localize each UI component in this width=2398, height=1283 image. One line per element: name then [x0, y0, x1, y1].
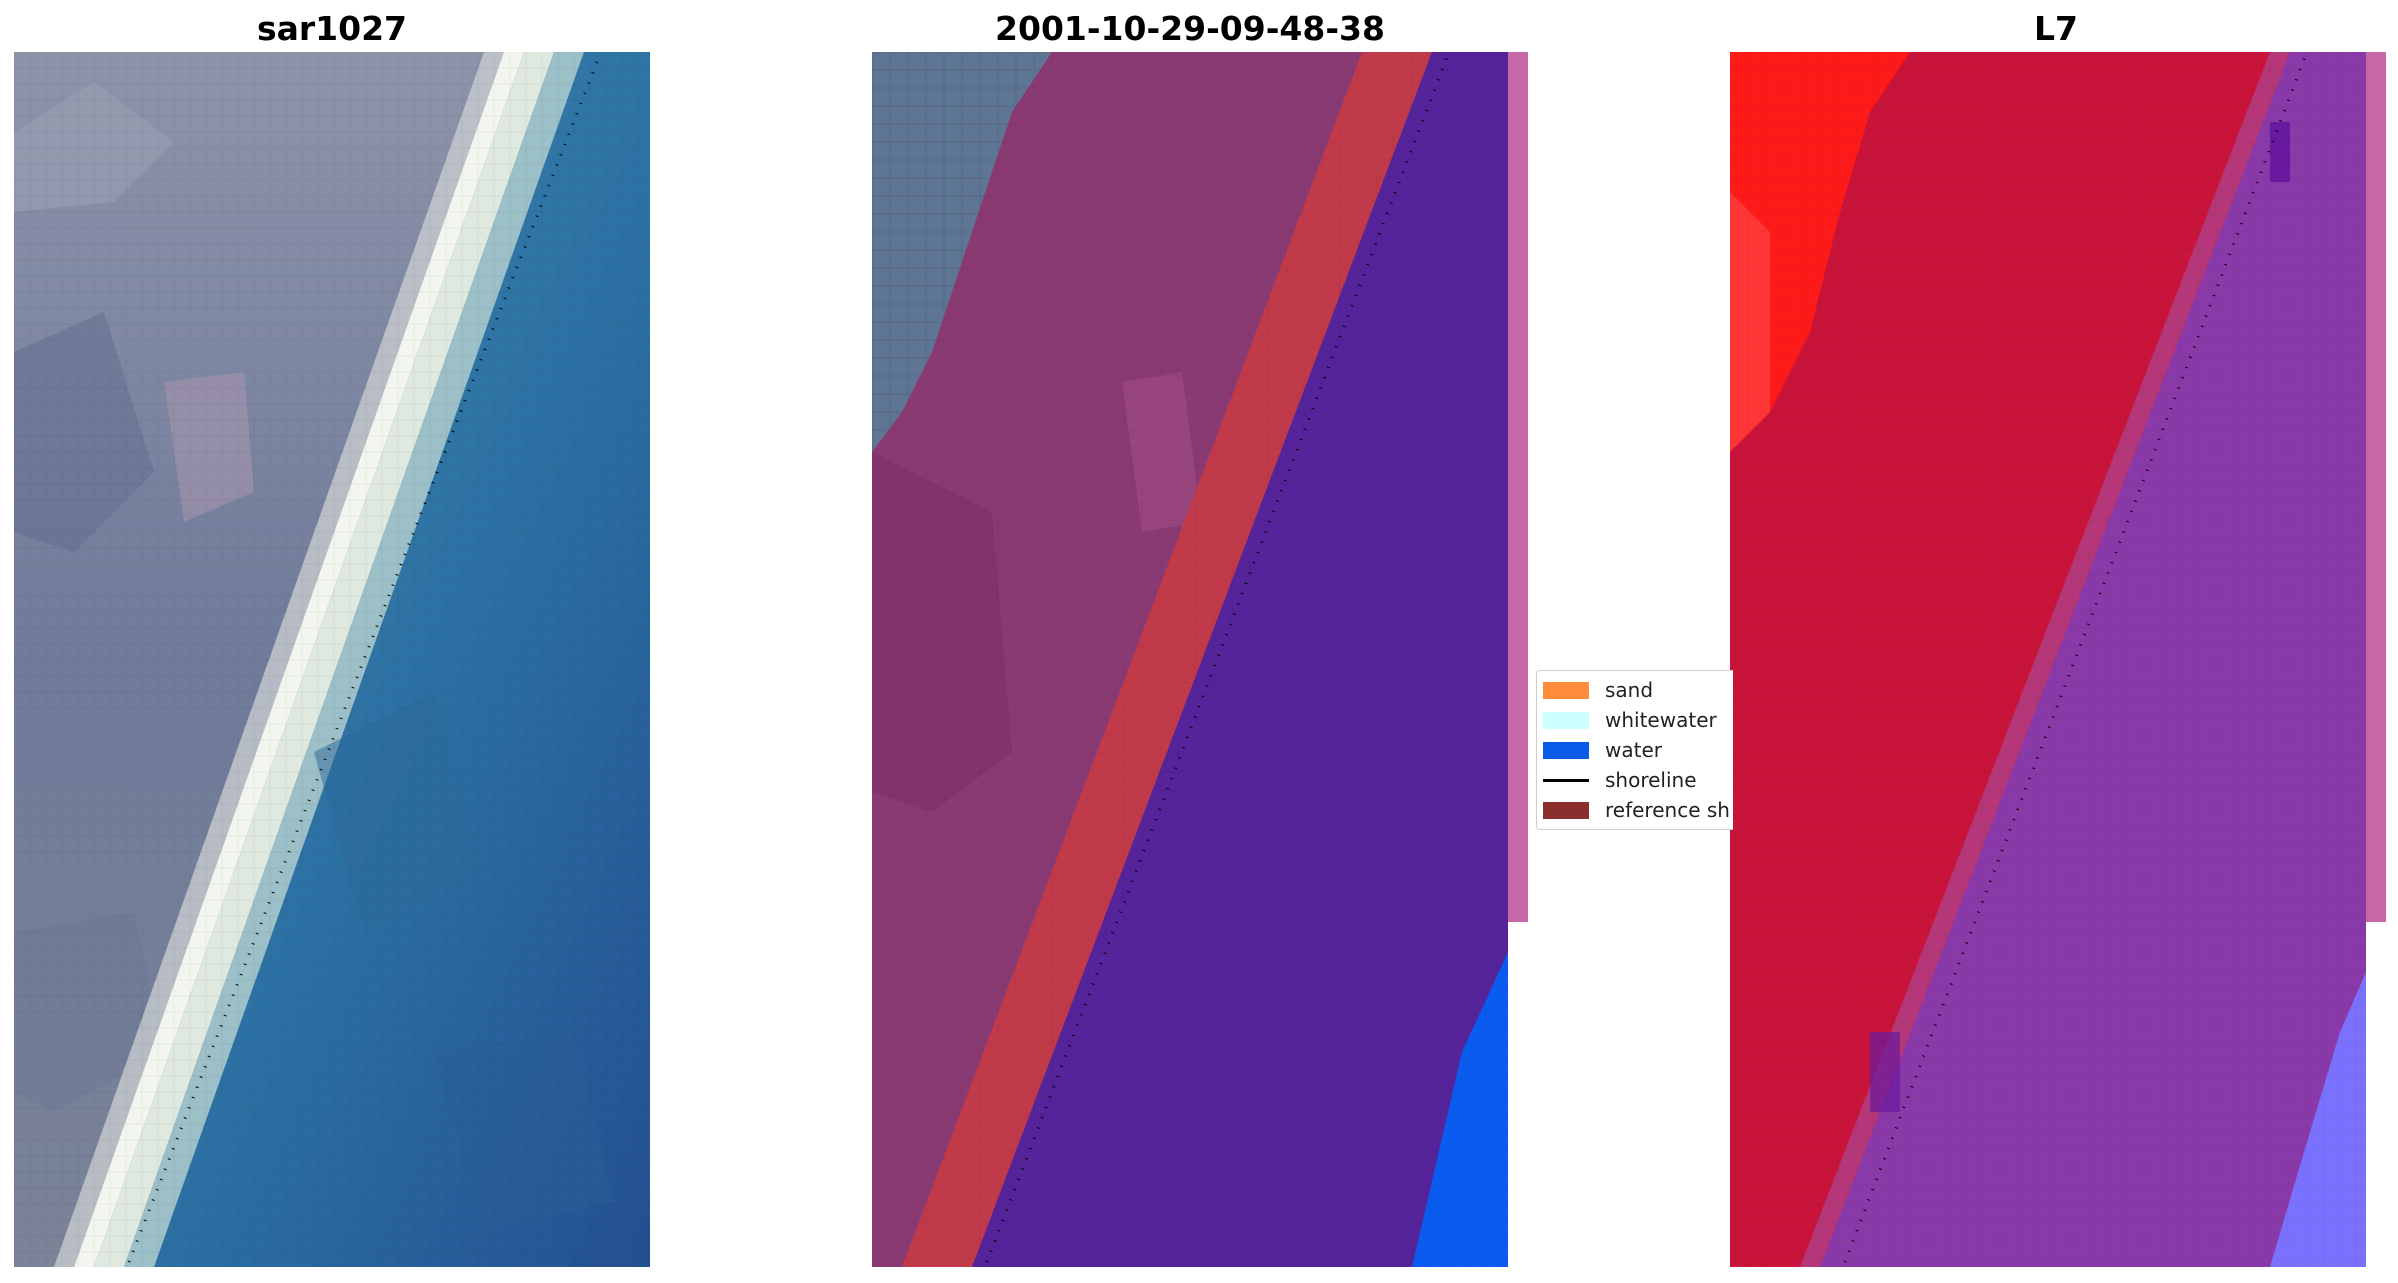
panel-title-classified: 2001-10-29-09-48-38 [995, 9, 1385, 48]
index-image [1730, 52, 2386, 1267]
sand-swatch [1543, 681, 1589, 699]
legend-item-reference-shoreline: reference sh [1543, 795, 1730, 825]
water-swatch [1543, 741, 1589, 759]
rgb-image-panel [14, 52, 650, 1267]
shoreline-line-swatch [1543, 778, 1589, 782]
legend-item-whitewater: whitewater [1543, 705, 1717, 735]
legend: sand whitewater water shoreline referenc… [1536, 670, 1733, 830]
classified-image [872, 52, 1528, 1267]
panel-title-index: L7 [2034, 9, 2078, 48]
whitewater-swatch [1543, 711, 1589, 729]
legend-label-sand: sand [1605, 678, 1654, 702]
reference-shoreline-swatch [1543, 801, 1589, 819]
legend-label-whitewater: whitewater [1605, 708, 1717, 732]
rgb-image [14, 52, 650, 1267]
legend-label-water: water [1605, 738, 1662, 762]
panel-title-rgb: sar1027 [256, 9, 408, 48]
index-image-panel [1730, 52, 2386, 1267]
legend-item-sand: sand [1543, 675, 1653, 705]
legend-item-shoreline: shoreline [1543, 765, 1697, 795]
legend-item-water: water [1543, 735, 1662, 765]
legend-label-reference-shoreline: reference sh [1605, 798, 1730, 822]
legend-label-shoreline: shoreline [1605, 768, 1697, 792]
classified-image-panel [872, 52, 1528, 1267]
